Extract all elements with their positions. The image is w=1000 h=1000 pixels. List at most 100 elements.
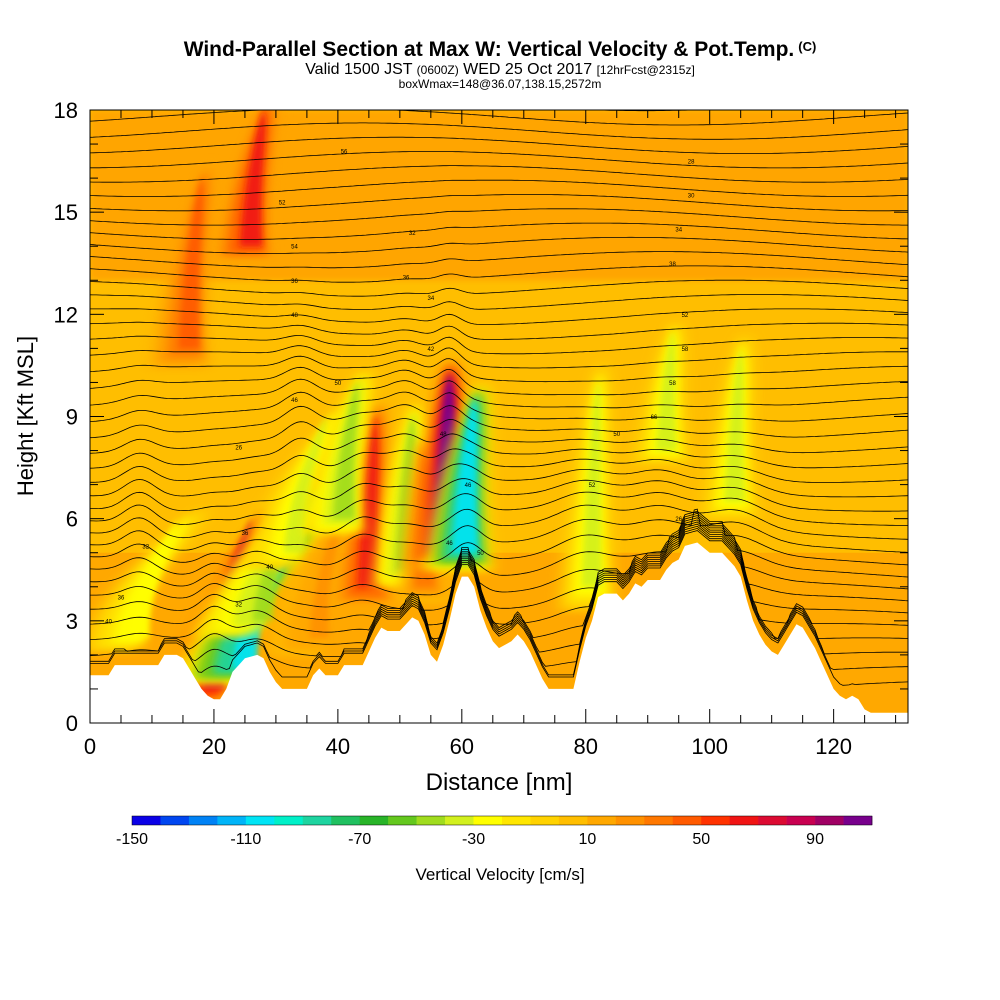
theta-contour-labels: 40 36 32 26 32 36 40 46 56 36 52 54 48 50 36 32 34 42 48 46… [105,149,695,625]
isentrope-line [90,530,908,686]
isentrope-line [90,519,908,626]
isentrope-line [90,512,908,581]
colorbar-tick-label: 10 [578,831,596,848]
isentrope-line [90,527,908,676]
isentrope-line [90,404,908,439]
colorbar-tick-label: -110 [230,831,261,848]
isentrope-line [90,525,908,667]
w-plume-updraft [240,110,266,247]
theta-label: 50 [477,551,484,557]
theta-label: 48 [291,313,298,319]
colorbar-swatch [473,816,503,825]
colorbar-swatch [530,816,560,825]
isentrope-line [90,265,908,283]
x-axis-tick-labels: 0 20 40 60 80 100 120 [84,734,852,759]
w-plume-downdraft [333,382,358,519]
w-plume-downdraft [129,518,178,638]
colorbar-swatch [644,816,674,825]
isentrope-line [90,521,908,640]
isentrope-line [90,222,908,240]
subtitle-utc: (0600Z) [416,63,459,77]
isentrope-line [90,478,908,512]
theta-label: 42 [427,347,434,353]
colorbar-swatch [701,816,730,825]
colorbar-swatch [758,816,787,825]
isentrope-line [90,165,908,183]
colorbar-swatch [587,816,617,825]
y-tick-label: 9 [66,405,78,430]
colorbar-swatch [445,816,474,825]
colorbar-tick-label: 90 [806,831,824,848]
theta-label: 52 [589,483,596,489]
isentrope-line [90,321,908,340]
colorbar-swatch [388,816,417,825]
theta-contours [90,110,908,686]
isentrope-line [90,418,908,454]
theta-label: 40 [105,619,112,625]
colorbar-swatch [217,816,247,825]
terrain-silhouette [90,542,908,723]
isentrope-line [90,151,908,169]
colorbar-swatch [331,816,360,825]
isentrope-line [90,122,908,140]
theta-label: 54 [291,245,298,251]
x-tick-label: 20 [202,734,226,759]
chart-box-info: boxWmax=148@36.07,138.15,2572m [398,77,602,91]
colorbar-swatch [672,816,702,825]
x-axis-label: Distance [nm] [426,769,573,796]
theta-label: 32 [142,544,149,550]
y-tick-label: 3 [66,609,78,634]
theta-label: 46 [446,541,453,547]
theta-label: 52 [279,200,286,206]
theta-label: 66 [651,415,658,421]
colorbar-swatch [132,816,161,825]
theta-label: 38 [669,262,676,268]
theta-label: 46 [291,398,298,404]
colorbar [131,815,873,826]
x-tick-label: 40 [326,734,350,759]
colorbar-tick-label: -30 [462,831,485,848]
colorbar-swatch [274,816,304,825]
theta-label: 36 [242,531,249,537]
colorbar-swatch [615,816,645,825]
colorbar-swatch [502,816,531,825]
isentrope-line [90,294,908,310]
colorbar-swatch [786,816,816,825]
theta-label: 50 [335,381,342,387]
x-tick-label: 120 [815,734,852,759]
colorbar-tick-labels: -150 -110 -70 -30 10 50 90 [116,831,824,848]
theta-label: 50 [613,432,620,438]
colorbar-swatch [245,816,275,825]
isentrope-line [90,366,908,396]
isentrope-line [90,463,908,498]
y-axis-label: Height [Kft MSL] [13,336,38,496]
subtitle-date: WED 25 Oct 2017 [463,61,593,78]
theta-label: 46 [465,483,472,489]
colorbar-swatch [558,816,588,825]
theta-label: 32 [235,602,242,608]
colorbar-border [131,815,873,826]
isentrope-line [90,355,908,383]
isentrope-line [90,179,908,197]
x-tick-label: 0 [84,734,96,759]
subtitle-valid: Valid 1500 JST [305,61,413,78]
colorbar-swatch [188,816,218,825]
w-plume-downdraft [452,399,478,553]
theta-label: 58 [669,381,676,387]
theta-label: 40 [266,565,273,571]
x-tick-label: 60 [450,734,474,759]
isentrope-line [90,345,908,369]
chart-title: Wind-Parallel Section at Max W: Vertical… [183,38,817,61]
isentrope-line [90,378,908,409]
chart-title-suffix: (C) [798,39,817,54]
isentrope-line [90,491,908,526]
colorbar-tick-label: 50 [692,831,710,848]
y-tick-label: 6 [66,507,78,532]
colorbar-swatch [416,816,446,825]
subtitle-forecast: [12hrFcst@2315z] [596,63,695,77]
colorbar-swatch [359,816,389,825]
isentrope-line [587,110,704,112]
theta-label: 56 [341,149,348,155]
